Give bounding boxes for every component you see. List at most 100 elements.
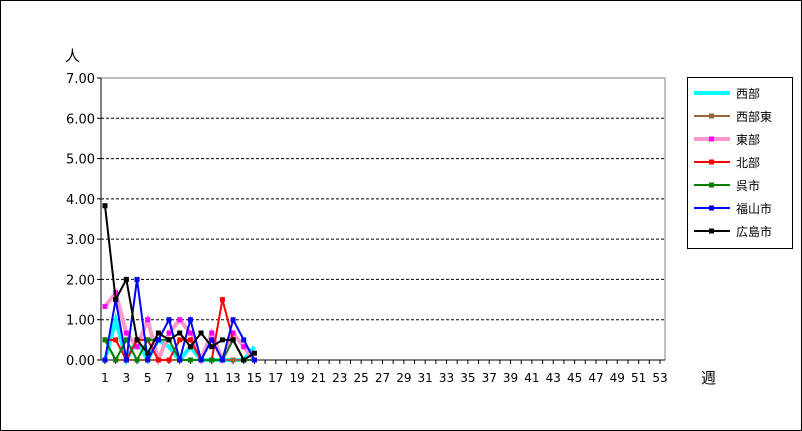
x-tick-label: 51 xyxy=(631,371,646,385)
data-point xyxy=(145,317,151,323)
data-point xyxy=(187,317,193,323)
x-tick-label: 29 xyxy=(396,371,411,385)
data-point xyxy=(209,330,215,336)
data-point xyxy=(177,317,183,323)
x-tick-label: 5 xyxy=(144,371,152,385)
data-point xyxy=(230,337,236,343)
series-7 xyxy=(102,203,257,363)
legend: 西部西部東東部北部呉市福山市広島市 xyxy=(687,77,793,249)
data-point xyxy=(155,330,161,336)
y-tick-label: 4.00 xyxy=(66,193,95,208)
data-point xyxy=(155,357,161,363)
legend-swatch-icon xyxy=(694,159,730,165)
data-point xyxy=(166,330,172,336)
data-point xyxy=(219,297,225,303)
x-tick-label: 41 xyxy=(524,371,539,385)
data-point xyxy=(155,337,161,343)
x-tick-label: 7 xyxy=(165,371,173,385)
legend-label: 呉市 xyxy=(736,178,761,193)
legend-label: 西部東 xyxy=(736,109,773,124)
data-point xyxy=(241,337,247,343)
data-point xyxy=(123,337,129,343)
legend-label: 広島市 xyxy=(736,224,773,239)
data-point xyxy=(230,317,236,323)
x-tick-label: 43 xyxy=(546,371,561,385)
legend-item: 福山市 xyxy=(688,198,772,218)
x-tick-label: 11 xyxy=(204,371,219,385)
data-point xyxy=(102,203,108,209)
data-point xyxy=(166,317,172,323)
x-tick-label: 15 xyxy=(247,371,262,385)
x-tick-label: 21 xyxy=(311,371,326,385)
data-point xyxy=(198,357,204,363)
x-tick-label: 1 xyxy=(101,371,109,385)
x-tick-label: 25 xyxy=(354,371,369,385)
data-point xyxy=(113,337,119,343)
legend-swatch-icon xyxy=(694,205,730,211)
data-point xyxy=(123,357,129,363)
data-point xyxy=(177,330,183,336)
x-tick-label: 47 xyxy=(588,371,603,385)
legend-item: 呉市 xyxy=(688,175,760,195)
legend-item: 西部東 xyxy=(688,106,772,126)
x-tick-label: 39 xyxy=(503,371,518,385)
y-tick-label: 6.00 xyxy=(66,112,95,127)
legend-label: 福山市 xyxy=(736,201,773,216)
data-point xyxy=(134,344,140,350)
x-tick-label: 13 xyxy=(225,371,240,385)
legend-item: 西部 xyxy=(688,83,760,103)
data-point xyxy=(198,330,204,336)
data-point xyxy=(187,357,193,363)
data-point xyxy=(219,337,225,343)
y-tick-label: 5.00 xyxy=(66,153,95,168)
data-point xyxy=(123,276,129,282)
legend-swatch-icon xyxy=(694,228,730,234)
legend-item: 北部 xyxy=(688,152,760,172)
y-tick-label: 0.00 xyxy=(66,354,95,369)
x-tick-label: 19 xyxy=(289,371,304,385)
x-tick-label: 23 xyxy=(332,371,347,385)
x-tick-label: 33 xyxy=(439,371,454,385)
data-point xyxy=(134,276,140,282)
data-point xyxy=(209,337,215,343)
x-tick-label: 31 xyxy=(418,371,433,385)
data-point xyxy=(177,357,183,363)
x-tick-label: 27 xyxy=(375,371,390,385)
x-tick-label: 37 xyxy=(482,371,497,385)
data-point xyxy=(187,344,193,350)
data-point xyxy=(145,357,151,363)
data-point xyxy=(102,337,108,343)
legend-label: 西部 xyxy=(736,86,761,101)
data-point xyxy=(113,357,119,363)
plot-area xyxy=(100,77,666,361)
data-point xyxy=(209,357,215,363)
x-tick-label: 35 xyxy=(460,371,475,385)
legend-label: 北部 xyxy=(736,155,761,170)
data-point xyxy=(219,357,225,363)
x-tick-label: 3 xyxy=(123,371,131,385)
x-tick-label: 49 xyxy=(610,371,625,385)
data-point xyxy=(187,330,193,336)
x-axis-label: 週 xyxy=(701,369,717,387)
data-point xyxy=(134,357,140,363)
data-point xyxy=(113,297,119,303)
legend-item: 東部 xyxy=(688,129,760,149)
data-point xyxy=(123,330,129,336)
y-tick-label: 1.00 xyxy=(66,314,95,329)
legend-item: 広島市 xyxy=(688,221,772,241)
x-tick-label: 9 xyxy=(187,371,195,385)
data-point xyxy=(230,357,236,363)
data-point xyxy=(251,357,257,363)
y-tick-label: 3.00 xyxy=(66,233,95,248)
data-point xyxy=(166,337,172,343)
data-point xyxy=(230,330,236,336)
legend-swatch-icon xyxy=(694,136,730,142)
x-tick-label: 45 xyxy=(567,371,582,385)
data-point xyxy=(102,303,108,309)
data-point xyxy=(241,344,247,350)
data-point xyxy=(102,357,108,363)
legend-swatch-icon xyxy=(694,113,730,119)
x-tick-label: 53 xyxy=(652,371,667,385)
